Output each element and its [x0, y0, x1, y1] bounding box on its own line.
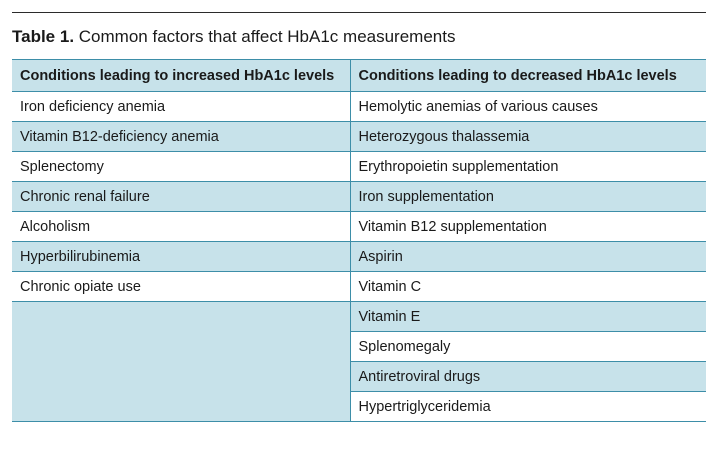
table-row: Alcoholism Vitamin B12 supplementation — [12, 211, 706, 242]
increased-cell: Vitamin B12-deficiency anemia — [12, 121, 351, 152]
increased-cell: Iron deficiency anemia — [12, 91, 351, 122]
decreased-cell: Hemolytic anemias of various causes — [350, 91, 706, 122]
top-rule — [12, 12, 706, 13]
decreased-cell: Vitamin B12 supplementation — [350, 211, 706, 242]
decreased-cell: Iron supplementation — [350, 181, 706, 212]
increased-cell: Alcoholism — [12, 211, 351, 242]
increased-cell: Chronic opiate use — [12, 271, 351, 302]
increased-cell: Hyperbilirubinemia — [12, 241, 351, 272]
empty-merged-cell — [12, 301, 351, 422]
table-row: Iron deficiency anemia Hemolytic anemias… — [12, 91, 706, 122]
table-row: Splenomegaly — [12, 331, 706, 362]
table-row: Hypertriglyceridemia — [12, 391, 706, 422]
decreased-cell: Hypertriglyceridemia — [350, 391, 706, 422]
decreased-cell: Aspirin — [350, 241, 706, 272]
decreased-cell: Heterozygous thalassemia — [350, 121, 706, 152]
header-decreased: Conditions leading to decreased HbA1c le… — [350, 59, 706, 92]
increased-cell: Chronic renal failure — [12, 181, 351, 212]
table-row: Antiretroviral drugs — [12, 361, 706, 392]
header-increased: Conditions leading to increased HbA1c le… — [12, 59, 351, 92]
decreased-cell: Erythropoietin supplementation — [350, 151, 706, 182]
decreased-cell: Splenomegaly — [350, 331, 706, 362]
table-row: Vitamin E — [12, 301, 706, 422]
decreased-cell: Antiretroviral drugs — [350, 361, 706, 392]
increased-cell: Splenectomy — [12, 151, 351, 182]
table-header-row: Conditions leading to increased HbA1c le… — [12, 59, 706, 92]
table-row: Vitamin B12-deficiency anemia Heterozygo… — [12, 121, 706, 152]
table-caption-text: Common factors that affect HbA1c measure… — [78, 27, 456, 46]
table-row: Chronic renal failure Iron supplementati… — [12, 181, 706, 212]
table-row: Splenectomy Erythropoietin supplementati… — [12, 151, 706, 182]
table-caption-label: Table 1. — [12, 27, 75, 46]
hba1c-factors-table: Conditions leading to increased HbA1c le… — [12, 59, 706, 422]
table-caption: Table 1. Common factors that affect HbA1… — [12, 26, 455, 48]
table-row: Chronic opiate use Vitamin C — [12, 271, 706, 302]
decreased-cell: Vitamin E — [350, 301, 706, 332]
decreased-cell: Vitamin C — [350, 271, 706, 302]
table-row: Hyperbilirubinemia Aspirin — [12, 241, 706, 272]
